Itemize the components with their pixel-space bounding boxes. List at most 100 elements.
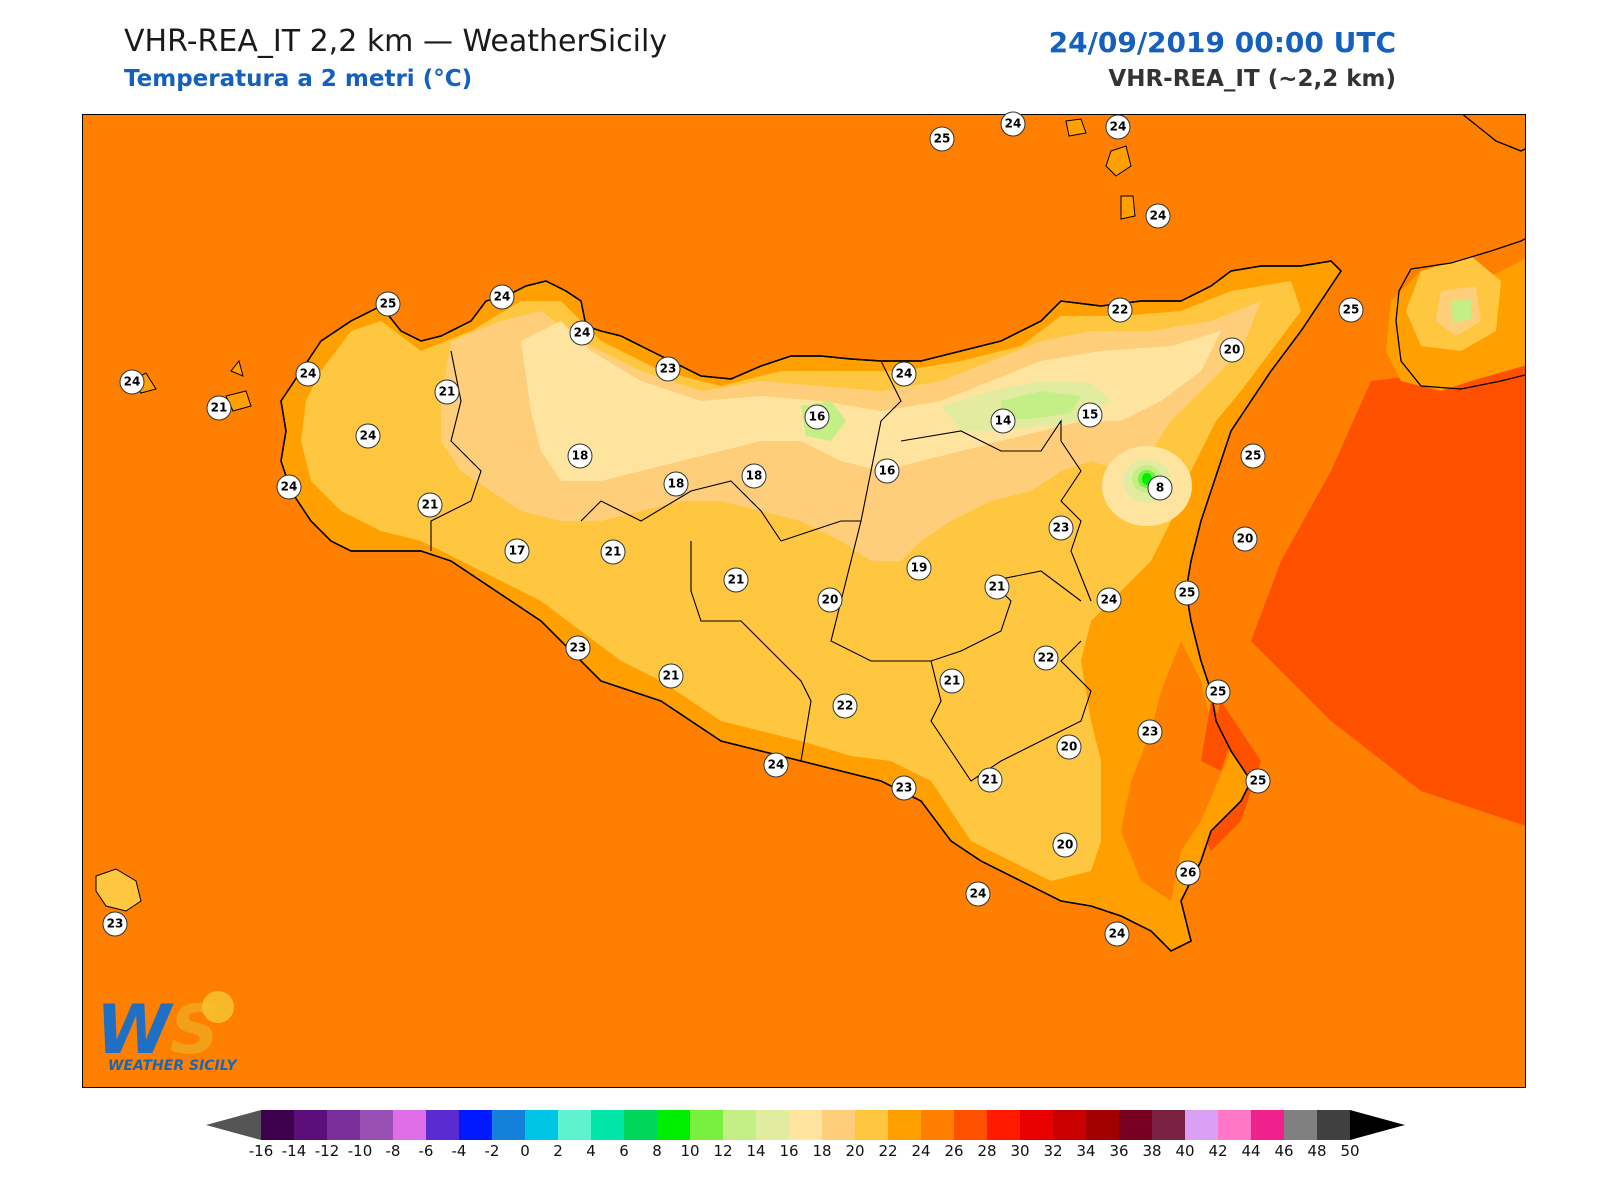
station-temperature-label: 21 <box>206 395 232 421</box>
chart-subtitle: Temperatura a 2 metri (°C) <box>124 66 473 92</box>
station-temperature-label: 24 <box>1105 114 1131 140</box>
colorbar-bin <box>1218 1110 1251 1140</box>
station-temperature-label: 21 <box>939 668 965 694</box>
station-temperature-label: 24 <box>295 361 321 387</box>
colorbar-bin <box>261 1110 294 1140</box>
station-temperature-label: 25 <box>1174 580 1200 606</box>
colorbar-bin <box>756 1110 789 1140</box>
colorbar-tick-label: 2 <box>553 1142 563 1160</box>
colorbar-bin <box>1251 1110 1284 1140</box>
logo-wordmark: WEATHER SICILY <box>108 1058 237 1074</box>
station-temperature-label: 22 <box>1033 645 1059 671</box>
station-temperature-label: 19 <box>906 555 932 581</box>
colorbar-bin <box>855 1110 888 1140</box>
station-temperature-label: 24 <box>1096 587 1122 613</box>
colorbar-bin <box>1284 1110 1317 1140</box>
station-temperature-label: 16 <box>804 404 830 430</box>
station-temperature-label: 21 <box>723 567 749 593</box>
colorbar-tick-label: 6 <box>619 1142 629 1160</box>
station-temperature-label: 21 <box>600 539 626 565</box>
station-temperature-label: 23 <box>102 911 128 937</box>
station-temperature-label: 25 <box>1245 768 1271 794</box>
colorbar-tick-label: 8 <box>652 1142 662 1160</box>
station-temperature-label: 16 <box>874 458 900 484</box>
valid-datetime: 24/09/2019 00:00 UTC <box>1048 26 1396 59</box>
colorbar-bin <box>822 1110 855 1140</box>
colorbar-bin <box>327 1110 360 1140</box>
colorbar-bin <box>987 1110 1020 1140</box>
aeolian-salina <box>1065 118 1087 137</box>
station-temperature-label: 21 <box>434 379 460 405</box>
station-temperature-label: 22 <box>1107 297 1133 323</box>
station-temperature-label: 23 <box>565 635 591 661</box>
station-temperature-label: 24 <box>489 284 515 310</box>
colorbar-bin <box>525 1110 558 1140</box>
colorbar-tick-label: -8 <box>385 1142 401 1160</box>
station-temperature-label: 24 <box>1104 921 1130 947</box>
colorbar-tick-label: 22 <box>878 1142 898 1160</box>
colorbar-tick-label: 50 <box>1340 1142 1360 1160</box>
station-temperature-label: 20 <box>1219 337 1245 363</box>
colorbar-bin <box>393 1110 426 1140</box>
colorbar-tick-label: 24 <box>911 1142 931 1160</box>
station-temperature-label: 24 <box>1000 111 1026 137</box>
station-temperature-label: 25 <box>1338 297 1364 323</box>
aeolian-vulcano <box>1120 195 1136 220</box>
station-temperature-label: 21 <box>417 492 443 518</box>
colorbar-tick-label: -14 <box>281 1142 307 1160</box>
colorbar-bin <box>1317 1110 1350 1140</box>
station-temperature-label: 23 <box>1137 719 1163 745</box>
colorbar-tick-label: 20 <box>845 1142 865 1160</box>
colorbar-tick-label: 16 <box>779 1142 799 1160</box>
station-temperature-label: 24 <box>276 474 302 500</box>
colorbar-bin <box>360 1110 393 1140</box>
colorbar-bin <box>624 1110 657 1140</box>
station-temperature-label: 24 <box>569 320 595 346</box>
temperature-map <box>82 114 1526 1088</box>
colorbar-tick-label: 46 <box>1274 1142 1294 1160</box>
sicily-zone-16 <box>521 321 1221 481</box>
colorbar-tick-label: 36 <box>1109 1142 1129 1160</box>
colorbar-tick-label: 12 <box>713 1142 733 1160</box>
station-temperature-label: 24 <box>1145 203 1171 229</box>
calabria-coast <box>1462 115 1525 152</box>
nebrodi-cooler <box>1001 391 1081 419</box>
calabria-coast-2 <box>1395 238 1525 390</box>
colorbar-bin <box>888 1110 921 1140</box>
colorbar-bin <box>954 1110 987 1140</box>
southeast-warm <box>1121 641 1231 901</box>
weathersicily-logo: W S <box>96 991 234 1070</box>
station-temperature-label: 23 <box>1048 515 1074 541</box>
station-temperature-label: 18 <box>663 471 689 497</box>
station-temperature-label: 17 <box>504 538 530 564</box>
station-temperature-label: 18 <box>741 463 767 489</box>
station-temperature-label: 15 <box>1077 402 1103 428</box>
station-temperature-label: 20 <box>1056 734 1082 760</box>
station-temperature-label: 14 <box>990 408 1016 434</box>
colorbar-bin <box>921 1110 954 1140</box>
calabria-cool <box>1451 299 1471 323</box>
colorbar-bin <box>789 1110 822 1140</box>
station-temperature-label: 24 <box>965 881 991 907</box>
colorbar-bin <box>591 1110 624 1140</box>
colorbar-tick-label: 42 <box>1208 1142 1228 1160</box>
colorbar-bin <box>1086 1110 1119 1140</box>
station-temperature-label: 23 <box>655 356 681 382</box>
colorbar-tick-label: 26 <box>944 1142 964 1160</box>
colorbar-tick-label: 32 <box>1043 1142 1063 1160</box>
station-temperature-label: 21 <box>977 767 1003 793</box>
station-temperature-label: 25 <box>929 126 955 152</box>
colorbar-tick-label: 48 <box>1307 1142 1327 1160</box>
station-temperature-label: 18 <box>567 443 593 469</box>
egadi-island-3 <box>230 359 244 377</box>
station-temperature-label: 24 <box>763 752 789 778</box>
colorbar-tick-label: -16 <box>248 1142 274 1160</box>
sicily-coastline <box>280 260 1342 952</box>
station-temperature-label: 22 <box>832 693 858 719</box>
station-temperature-label: 21 <box>658 663 684 689</box>
colorbar-ticks: -16 -14 -12 -10 -8 -6 -4 -2 0 2 4 6 8 10 12 14 16 18 20 22 2… <box>0 1142 1600 1164</box>
colorbar-tick-label: 4 <box>586 1142 596 1160</box>
colorbar-bin <box>690 1110 723 1140</box>
colorbar-over-arrow <box>1350 1110 1405 1140</box>
map-canvas <box>95 115 1525 952</box>
